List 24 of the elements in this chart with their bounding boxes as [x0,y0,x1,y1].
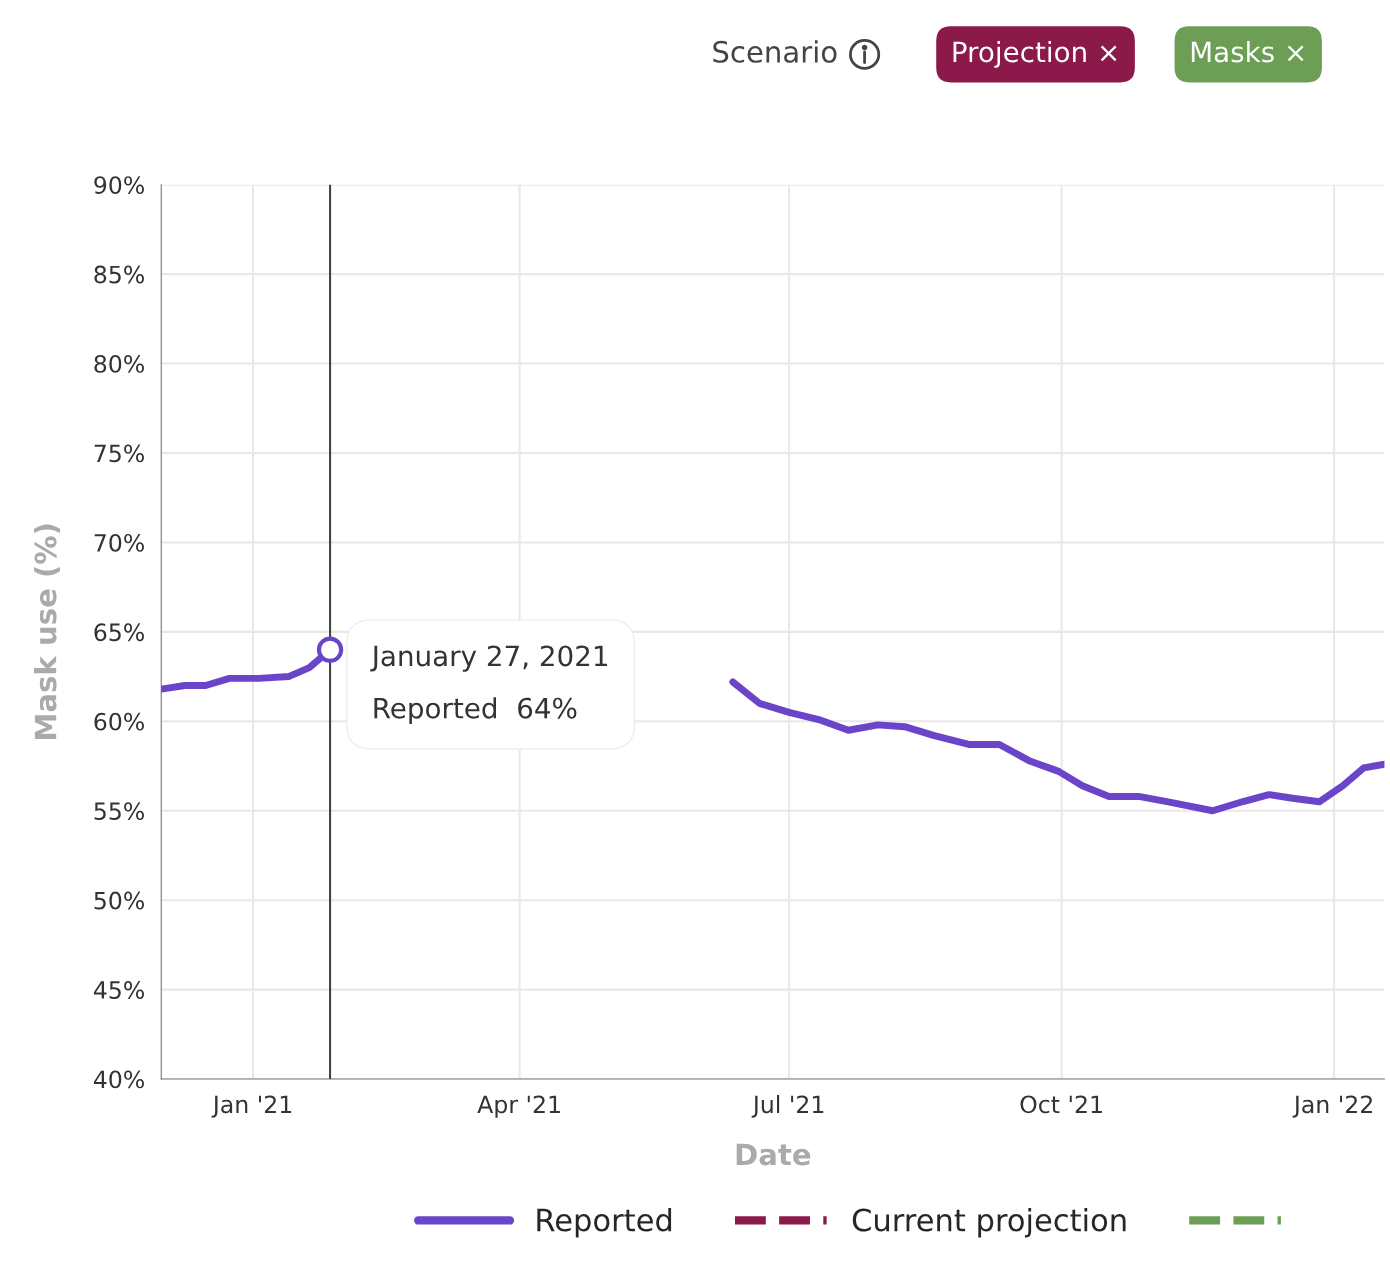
y-tick-label: 55% [94,802,144,821]
y-tick-label: 65% [94,623,144,642]
y-tick-label: 50% [94,891,144,910]
y-tick-label: 45% [93,981,144,999]
text: Projection × [953,40,1117,68]
text: Masks × [1191,40,1304,63]
x-tick-label: Jan '22 [1292,1095,1372,1118]
x-tick-label: Jul '21 [751,1095,824,1118]
y-tick-label: 60% [94,712,144,731]
x-tick-label: Apr '21 [477,1095,560,1118]
y-tick-label: 80% [94,355,144,373]
x-axis-title: Date [736,1143,811,1166]
y-tick-label: 70% [94,533,144,552]
annotation: January 27, 2021 Reported 64% [370,645,607,725]
legend-label: Reported [537,1207,672,1238]
y-axis-title: Mask use (%) [34,524,61,739]
y-tick-label: 90% [94,176,144,194]
y-tick-label: 85% [94,265,144,284]
x-tick-label: Jan '21 [211,1095,292,1118]
legend-label: Current projection [852,1207,1126,1238]
x-tick-label: Oct '21 [1020,1095,1102,1114]
y-tick-label: 75% [94,444,144,463]
text: Scenario [713,40,837,63]
y-tick-label: 40% [93,1070,144,1089]
